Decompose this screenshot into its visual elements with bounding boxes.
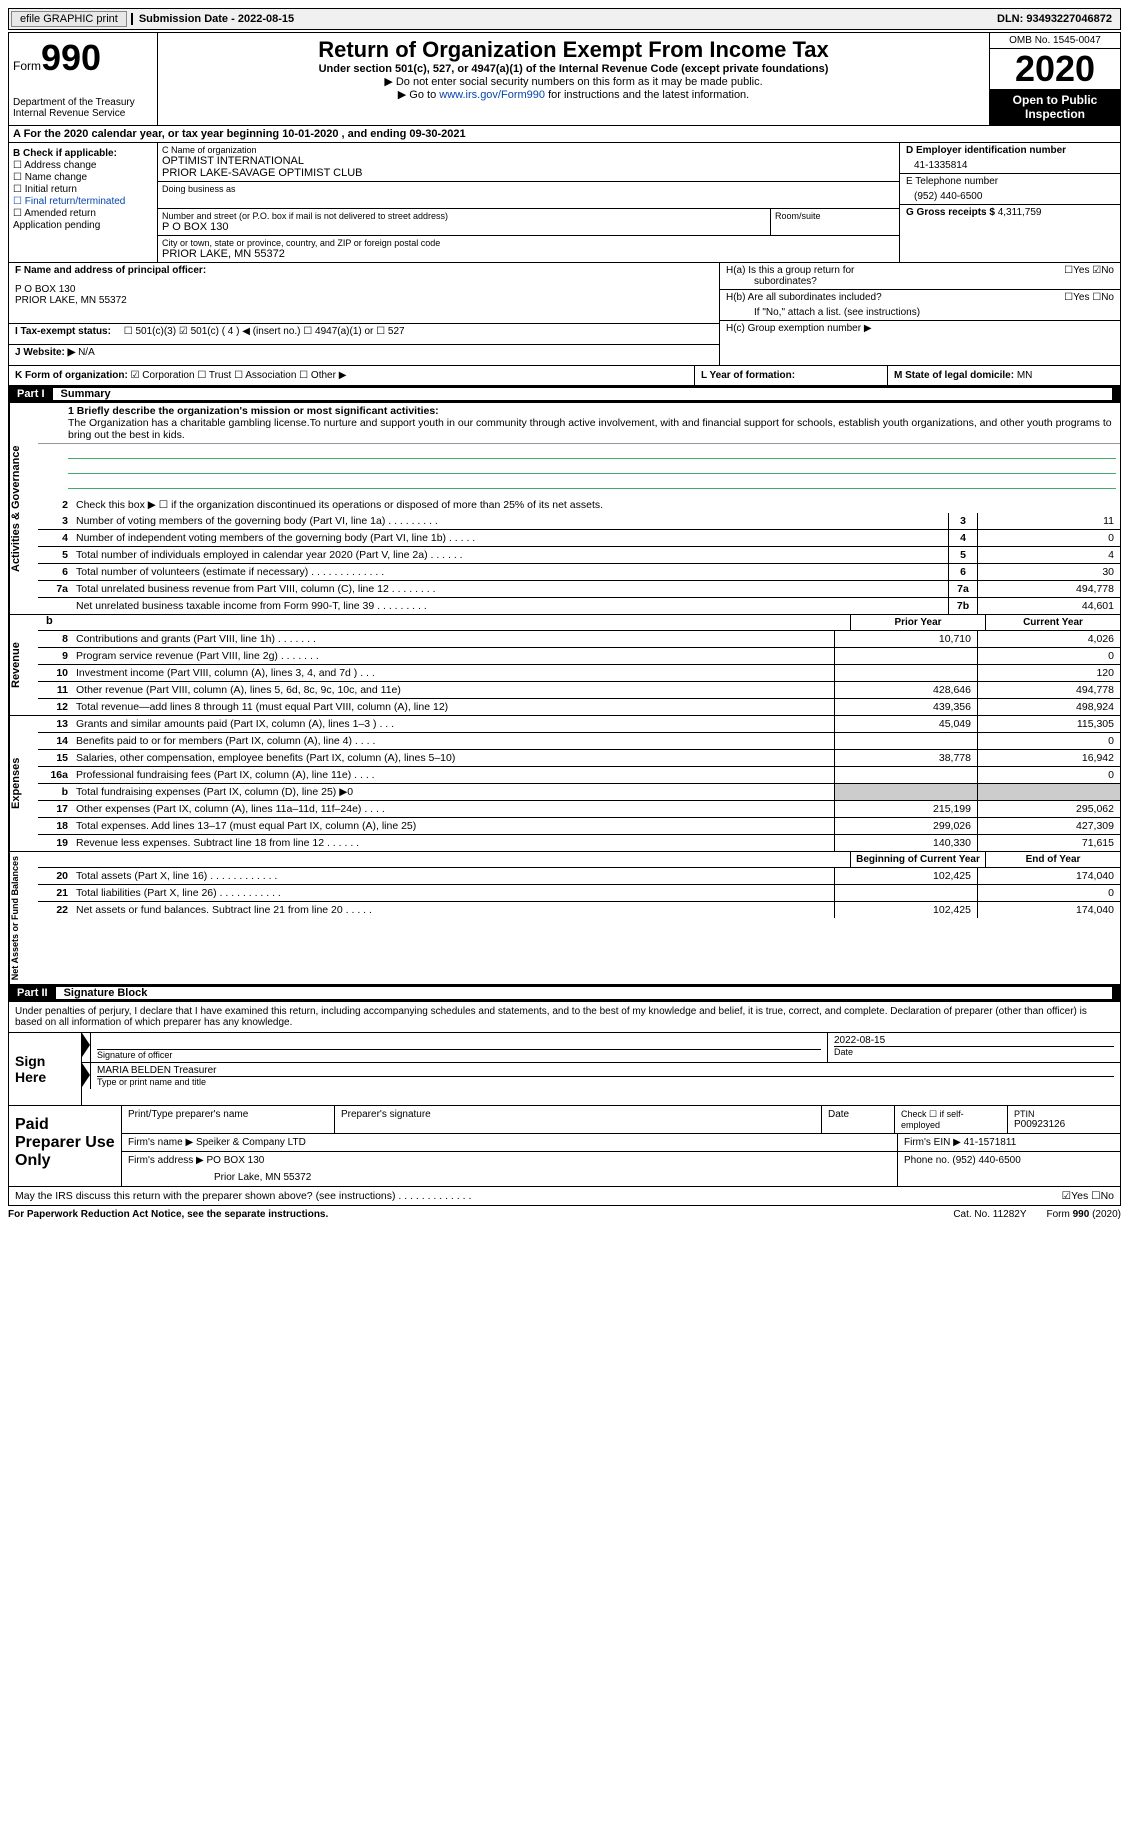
block-fhij: F Name and address of principal officer:… — [8, 263, 1121, 366]
header-right: OMB No. 1545-0047 2020 Open to Public In… — [989, 33, 1120, 125]
section-a-tax-year: A For the 2020 calendar year, or tax yea… — [8, 126, 1121, 143]
summary-line: 7aTotal unrelated business revenue from … — [38, 581, 1120, 598]
summary-line: 21Total liabilities (Part X, line 26) . … — [38, 885, 1120, 902]
summary-line: 4Number of independent voting members of… — [38, 530, 1120, 547]
summary-line: 20Total assets (Part X, line 16) . . . .… — [38, 868, 1120, 885]
row-klm: K Form of organization: ☑ Corporation ☐ … — [8, 366, 1121, 386]
may-irs-discuss: May the IRS discuss this return with the… — [8, 1187, 1121, 1206]
part2-header: Part II Signature Block — [8, 985, 1121, 1002]
summary-line: 17Other expenses (Part IX, column (A), l… — [38, 801, 1120, 818]
form-title: Return of Organization Exempt From Incom… — [162, 37, 985, 63]
summary-line: 5Total number of individuals employed in… — [38, 547, 1120, 564]
summary-line: 3Number of voting members of the governi… — [38, 513, 1120, 530]
summary-revenue: Revenue b Prior Year Current Year 8Contr… — [8, 615, 1121, 716]
summary-line: 9Program service revenue (Part VIII, lin… — [38, 648, 1120, 665]
summary-line: 18Total expenses. Add lines 13–17 (must … — [38, 818, 1120, 835]
paid-preparer: Paid Preparer Use Only Print/Type prepar… — [8, 1106, 1121, 1187]
arrow-icon — [82, 1033, 90, 1057]
signature-block: Under penalties of perjury, I declare th… — [8, 1002, 1121, 1106]
block-b-check-applicable: B Check if applicable: ☐ Address change … — [9, 143, 158, 262]
summary-line: Net unrelated business taxable income fr… — [38, 598, 1120, 614]
dln: DLN: 93493227046872 — [997, 13, 1118, 25]
summary-netassets: Net Assets or Fund Balances Beginning of… — [8, 852, 1121, 985]
summary-line: 10Investment income (Part VIII, column (… — [38, 665, 1120, 682]
block-c-org-info: C Name of organization OPTIMIST INTERNAT… — [158, 143, 899, 262]
summary-line: 19Revenue less expenses. Subtract line 1… — [38, 835, 1120, 851]
summary-governance: Activities & Governance 1 Briefly descri… — [8, 403, 1121, 615]
top-bar: efile GRAPHIC print Submission Date - 20… — [8, 8, 1121, 30]
part1-header: Part I Summary — [8, 386, 1121, 403]
irs-link[interactable]: www.irs.gov/Form990 — [439, 89, 545, 101]
block-de: D Employer identification number 41-1335… — [899, 143, 1120, 262]
submission-date: Submission Date - 2022-08-15 — [131, 13, 300, 25]
summary-line: bTotal fundraising expenses (Part IX, co… — [38, 784, 1120, 801]
page-footer: For Paperwork Reduction Act Notice, see … — [8, 1206, 1121, 1223]
summary-line: 11Other revenue (Part VIII, column (A), … — [38, 682, 1120, 699]
summary-line: 13Grants and similar amounts paid (Part … — [38, 716, 1120, 733]
summary-expenses: Expenses 13Grants and similar amounts pa… — [8, 716, 1121, 852]
efile-print-button[interactable]: efile GRAPHIC print — [11, 11, 127, 27]
summary-line: 22Net assets or fund balances. Subtract … — [38, 902, 1120, 918]
form-header: Form990 Department of the Treasury Inter… — [8, 32, 1121, 126]
summary-line: 15Salaries, other compensation, employee… — [38, 750, 1120, 767]
block-bcde: B Check if applicable: ☐ Address change … — [8, 143, 1121, 263]
summary-line: 6Total number of volunteers (estimate if… — [38, 564, 1120, 581]
arrow-icon — [82, 1063, 90, 1087]
summary-line: 8Contributions and grants (Part VIII, li… — [38, 631, 1120, 648]
header-center: Return of Organization Exempt From Incom… — [158, 33, 989, 125]
summary-line: 16aProfessional fundraising fees (Part I… — [38, 767, 1120, 784]
summary-line: 12Total revenue—add lines 8 through 11 (… — [38, 699, 1120, 715]
header-left: Form990 Department of the Treasury Inter… — [9, 33, 158, 125]
summary-line: 14Benefits paid to or for members (Part … — [38, 733, 1120, 750]
